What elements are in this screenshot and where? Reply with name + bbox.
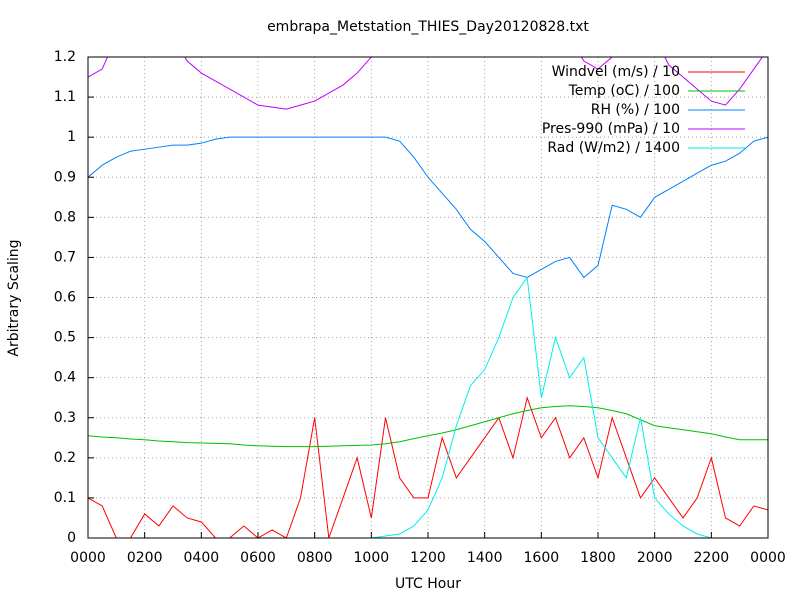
y-tick-label: 0.7 — [54, 249, 76, 265]
legend-label: Rad (W/m2) / 1400 — [547, 140, 680, 156]
x-tick-label: 1600 — [524, 550, 560, 566]
data-line — [88, 276, 768, 538]
x-tick-label: 1200 — [410, 550, 446, 566]
legend: Windvel (m/s) / 10 Temp (oC) / 100 RH (%) … — [542, 64, 745, 156]
x-tick-label: 2200 — [694, 550, 730, 566]
x-tick-label: 0000 — [70, 550, 106, 566]
x-tick-label: 0800 — [297, 550, 333, 566]
y-tick-label: 1.2 — [54, 49, 76, 65]
y-tick-label: 0.5 — [54, 330, 76, 346]
y-axis-label: Arbitrary Scaling — [6, 239, 22, 356]
y-tick-label: 1.1 — [54, 89, 76, 105]
y-tick-label: 0.4 — [54, 370, 76, 386]
y-tick-label: 0.3 — [54, 410, 76, 426]
y-tick-label: 0.6 — [54, 290, 76, 306]
y-tick-label: 0.9 — [54, 169, 76, 185]
x-tick-label: 0000 — [750, 550, 786, 566]
x-tick-label: 0400 — [184, 550, 220, 566]
legend-label: Temp (oC) / 100 — [568, 83, 680, 99]
x-tick-label: 0600 — [240, 550, 276, 566]
x-tick-label: 2000 — [637, 550, 673, 566]
data-line — [88, 405, 768, 448]
grid — [88, 57, 768, 538]
x-tick-label: 1000 — [354, 550, 390, 566]
data-line — [88, 57, 763, 110]
data-line — [88, 395, 768, 538]
y-tick-label: 1 — [67, 129, 76, 145]
legend-label: RH (%) / 100 — [591, 102, 680, 118]
x-axis-label: UTC Hour — [395, 576, 461, 592]
chart-title: embrapa_Metstation_THIES_Day20120828.txt — [267, 19, 589, 35]
legend-label: Pres-990 (mPa) / 10 — [542, 121, 680, 137]
x-tick-label: 0200 — [127, 550, 163, 566]
x-tick-label: 1400 — [467, 550, 503, 566]
data-line — [88, 136, 768, 279]
y-tick-label: 0.8 — [54, 209, 76, 225]
y-tick-label: 0.1 — [54, 490, 76, 506]
y-tick-label: 0.2 — [54, 450, 76, 466]
plot-lines — [88, 57, 768, 538]
legend-label: Windvel (m/s) / 10 — [552, 64, 680, 80]
x-tick-label: 1800 — [580, 550, 616, 566]
y-tick-label: 0 — [67, 530, 76, 546]
